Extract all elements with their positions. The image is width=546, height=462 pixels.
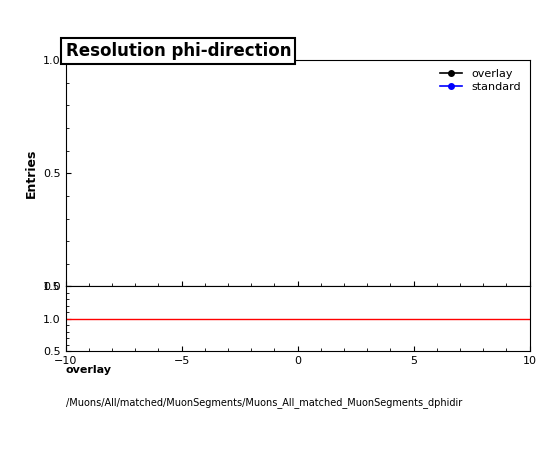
Text: Resolution phi-direction: Resolution phi-direction bbox=[66, 42, 291, 60]
Text: overlay: overlay bbox=[66, 365, 111, 375]
Y-axis label: Entries: Entries bbox=[25, 149, 38, 198]
Legend: overlay, standard: overlay, standard bbox=[437, 66, 524, 96]
Text: /Muons/All/matched/MuonSegments/Muons_All_matched_MuonSegments_dphidir: /Muons/All/matched/MuonSegments/Muons_Al… bbox=[66, 397, 462, 408]
